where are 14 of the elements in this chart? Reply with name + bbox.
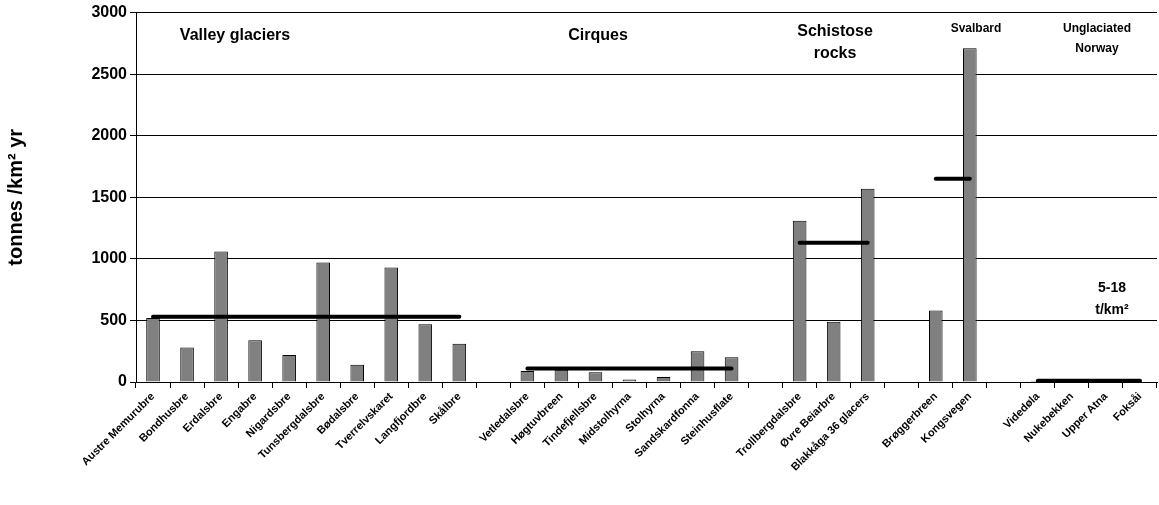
annotation: Cirques bbox=[568, 26, 628, 43]
y-tick-label: 0 bbox=[118, 372, 128, 390]
annotation: Schistose rocks bbox=[797, 22, 873, 61]
annotation: Valley glaciers bbox=[179, 26, 291, 43]
y-tick-label: 3000 bbox=[91, 3, 128, 21]
annotation: 5-18 t/km² bbox=[1095, 279, 1130, 317]
y-tick-label: 1500 bbox=[91, 187, 128, 205]
y-axis-title: tonnes /km² yr bbox=[3, 128, 26, 266]
y-tick-label: 1000 bbox=[91, 249, 128, 267]
annotation: Svalbard bbox=[950, 21, 1002, 35]
y-tick-label: 2000 bbox=[91, 126, 128, 144]
y-tick-label: 2500 bbox=[91, 64, 128, 82]
annotation: Unglaciated Norway bbox=[1062, 21, 1132, 55]
y-tick-label: 500 bbox=[100, 310, 128, 328]
